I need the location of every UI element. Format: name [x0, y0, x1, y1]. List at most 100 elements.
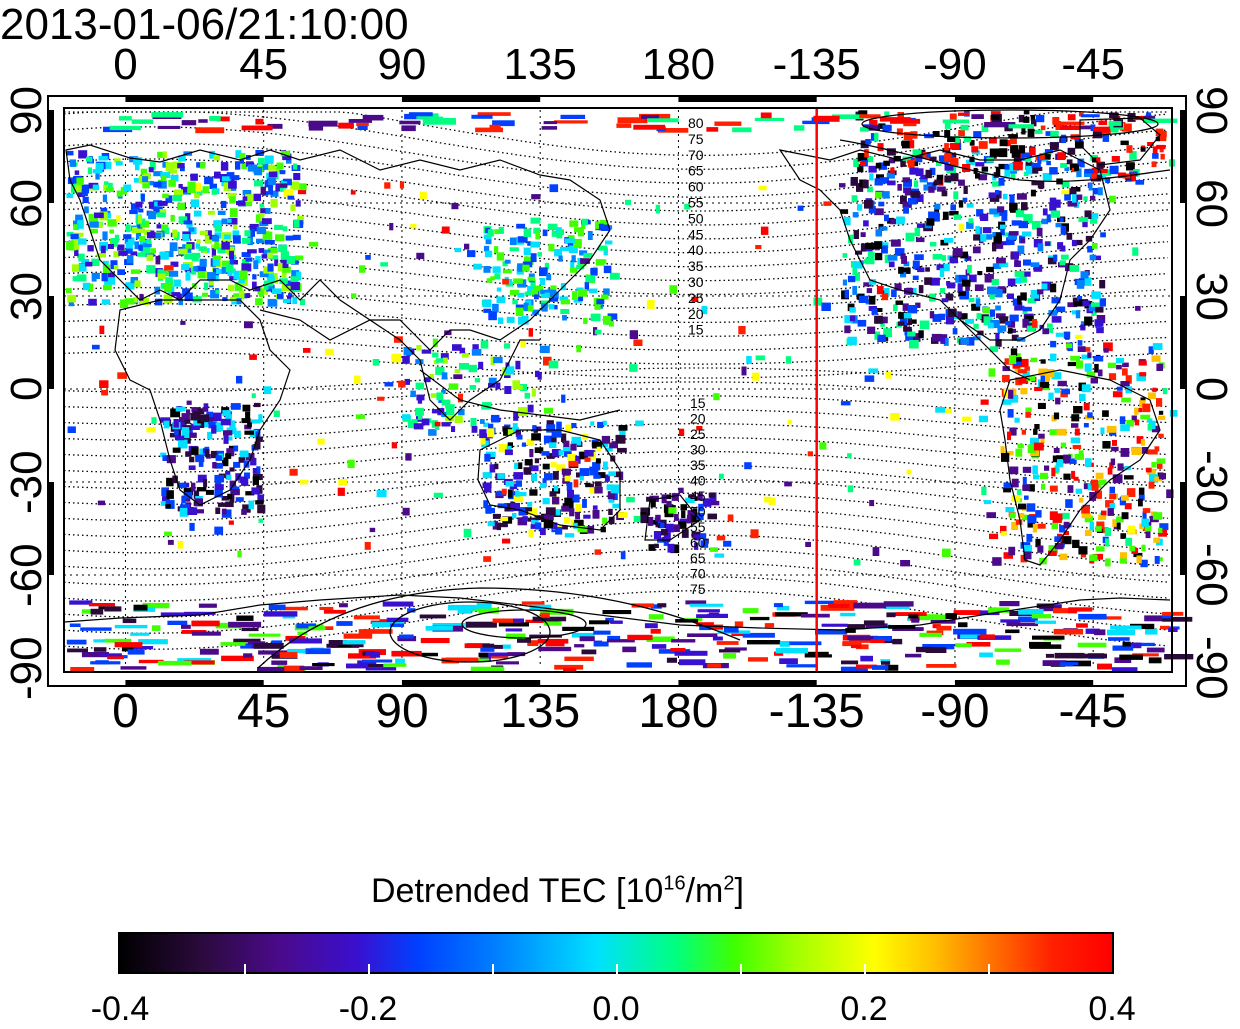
tec-cell [988, 607, 1010, 613]
contour-label-south: 45 [690, 488, 706, 504]
tec-cell [603, 247, 608, 256]
tec-cell [666, 500, 672, 507]
tec-cell [648, 516, 654, 526]
tec-cell [1048, 392, 1054, 400]
tec-cell [541, 126, 558, 130]
tec-cell [479, 652, 508, 657]
tec-cell [842, 279, 847, 286]
tec-cell [1075, 488, 1083, 494]
tec-cell [166, 455, 176, 464]
tec-cell [213, 220, 223, 228]
tec-cell [1013, 161, 1023, 171]
tec-cell [511, 427, 519, 435]
tec-cell [1120, 552, 1128, 560]
tec-cell [934, 207, 940, 213]
tec-cell [281, 606, 308, 611]
tec-cell [1152, 387, 1157, 392]
tec-cell [181, 496, 186, 504]
tec-cell [1121, 512, 1129, 520]
contour-label-south: 75 [690, 581, 706, 597]
tec-cell [1022, 309, 1028, 314]
tec-cell [1052, 117, 1060, 125]
tec-cell [558, 255, 563, 262]
tec-cell [73, 241, 80, 250]
tec-cell [1142, 403, 1151, 413]
tec-cell [258, 414, 263, 423]
tec-cell [528, 508, 537, 516]
tec-cell [516, 434, 523, 440]
tec-cell [1088, 183, 1093, 191]
tec-cell [543, 356, 552, 366]
tec-cell [1015, 277, 1022, 284]
lon-tick-label-top: -135 [772, 40, 861, 89]
tec-cell [696, 614, 728, 618]
tec-cell [593, 641, 609, 647]
tec-cell [1075, 653, 1107, 659]
tec-cell [84, 206, 89, 214]
tec-cell [999, 601, 1020, 607]
tec-cell [214, 526, 224, 535]
tec-cell [492, 120, 515, 127]
timestamp-title: 2013-01-06/21:10:00 [0, 0, 409, 49]
tec-cell [558, 229, 564, 236]
tec-cell [1100, 427, 1105, 435]
tec-cell [191, 407, 201, 412]
lon-tick-label-bottom: 180 [638, 685, 719, 738]
tec-cell [290, 204, 296, 211]
tec-cell [431, 409, 438, 414]
contour-label-north: 15 [688, 322, 704, 338]
tec-cell [177, 482, 187, 488]
tec-cell [1002, 374, 1010, 383]
tec-cell [724, 626, 739, 633]
tec-cell [941, 548, 951, 558]
tec-cell [165, 195, 173, 203]
tec-cell [879, 177, 889, 184]
tec-cell [451, 202, 459, 210]
tec-cell [504, 449, 513, 456]
lat-tick-label-left: -30 [2, 450, 51, 514]
tec-cell [139, 236, 146, 242]
tec-cell [618, 425, 628, 431]
tec-cell [738, 326, 746, 335]
tec-cell [259, 203, 264, 209]
tec-cell [1067, 147, 1076, 155]
tec-cell [551, 436, 557, 443]
tec-cell [905, 232, 915, 242]
tec-cell [1121, 397, 1131, 403]
tec-cell [1085, 235, 1093, 242]
tec-cell [691, 296, 699, 303]
tec-cell [894, 283, 902, 291]
tec-cell [190, 412, 199, 421]
tec-cell [1061, 180, 1070, 188]
tec-cell [1126, 420, 1134, 427]
tec-cell [291, 270, 300, 277]
tec-cell [380, 262, 388, 267]
tec-cell [236, 297, 242, 305]
tec-cell [941, 298, 949, 303]
tec-cell [864, 156, 874, 163]
tec-cell [527, 285, 535, 293]
tec-cell [220, 200, 227, 208]
tec-cell [934, 179, 941, 185]
tec-cell [1057, 380, 1067, 387]
tec-cell [646, 636, 675, 642]
tec-cell [1019, 276, 1027, 283]
tec-cell [498, 226, 504, 234]
tec-cell [969, 156, 975, 163]
tec-cell [595, 458, 601, 464]
tec-cell [140, 193, 145, 202]
tec-cell [1091, 484, 1099, 491]
tec-cell [864, 200, 873, 209]
tec-cell [853, 261, 863, 269]
tec-cell [1109, 165, 1119, 175]
tec-cell [1010, 170, 1016, 180]
tec-cell [874, 252, 883, 261]
tec-cell [819, 442, 827, 450]
tec-cell [857, 319, 867, 327]
tec-cell [930, 277, 940, 286]
tec-cell [567, 489, 574, 498]
tec-cell [975, 173, 981, 179]
tec-cell [95, 173, 100, 180]
tec-cell [564, 238, 575, 244]
tec-cell [967, 264, 972, 274]
